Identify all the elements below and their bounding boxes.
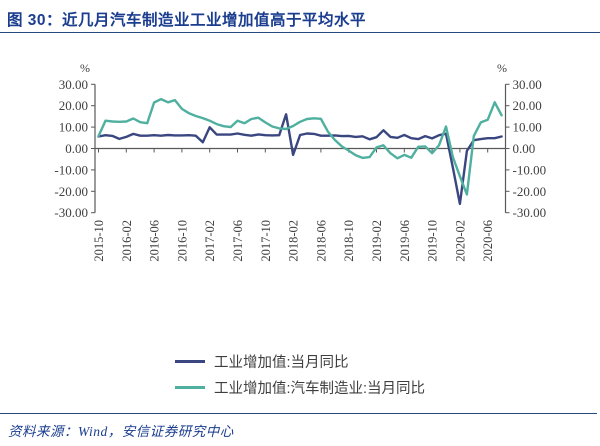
x-tick-label: 2018-02 (287, 220, 301, 262)
legend-label-industrial: 工业增加值:当月同比 (213, 354, 349, 371)
legend-item-auto: 工业增加值:汽车制造业:当月同比 (174, 374, 426, 400)
y-tick-label-left: -10.00 (54, 162, 88, 177)
y-tick-label-right: -30.00 (513, 205, 547, 220)
figure-title: 图 30：近几月汽车制造业工业增加值高于平均水平 (7, 12, 367, 29)
y-tick-label-right: -10.00 (513, 162, 547, 177)
x-tick-label: 2019-02 (370, 220, 384, 262)
footer-divider (0, 413, 597, 414)
legend-item-industrial: 工业增加值:当月同比 (174, 348, 425, 374)
title-divider (0, 32, 600, 33)
y-unit-left: % (80, 61, 90, 75)
y-tick-label-right: 0.00 (513, 141, 536, 156)
series-line-1 (97, 97, 503, 196)
legend-label-auto: 工业增加值:汽车制造业:当月同比 (213, 380, 426, 397)
y-unit-right: % (497, 61, 507, 75)
x-tick-label: 2017-02 (203, 220, 217, 262)
x-tick-label: 2017-06 (231, 220, 245, 262)
x-tick-label: 2016-06 (148, 220, 162, 262)
x-tick-label: 2019-10 (426, 220, 440, 262)
y-tick-label-right: -20.00 (513, 184, 547, 199)
legend-line-industrial (174, 359, 205, 363)
x-tick-label: 2018-10 (342, 220, 356, 262)
x-tick-label: 2020-02 (453, 220, 467, 262)
source-note: 资料来源：Wind，安信证券研究中心 (8, 424, 234, 439)
x-tick-label: 2017-10 (259, 220, 273, 262)
legend-line-auto (174, 385, 205, 389)
y-tick-label-left: -20.00 (54, 184, 88, 199)
x-tick-label: 2015-10 (92, 220, 106, 262)
y-tick-label-right: 10.00 (513, 120, 542, 135)
y-tick-label-left: 30.00 (59, 77, 88, 92)
y-tick-label-left: -30.00 (54, 205, 88, 220)
x-tick-label: 2016-02 (120, 220, 134, 262)
x-tick-label: 2018-06 (314, 220, 328, 262)
y-tick-label-left: 20.00 (59, 98, 88, 113)
x-tick-label: 2016-10 (175, 220, 189, 262)
y-tick-label-right: 20.00 (513, 98, 542, 113)
x-tick-label: 2020-06 (481, 220, 495, 262)
x-tick-label: 2019-06 (398, 220, 412, 262)
chart-legend: 工业增加值:当月同比 工业增加值:汽车制造业:当月同比 (0, 348, 600, 400)
y-tick-label-left: 10.00 (59, 120, 88, 135)
y-tick-label-left: 0.00 (65, 141, 88, 156)
y-tick-label-right: 30.00 (513, 77, 542, 92)
series-line-0 (97, 113, 503, 206)
chart-canvas: 30.00 30.00 20.00 20.00 10.00 10.00 0.00 0.00 -1… (54, 61, 547, 262)
line-chart: 30.00 30.00 20.00 20.00 10.00 10.00 0.00 0.00 -1… (0, 48, 600, 300)
